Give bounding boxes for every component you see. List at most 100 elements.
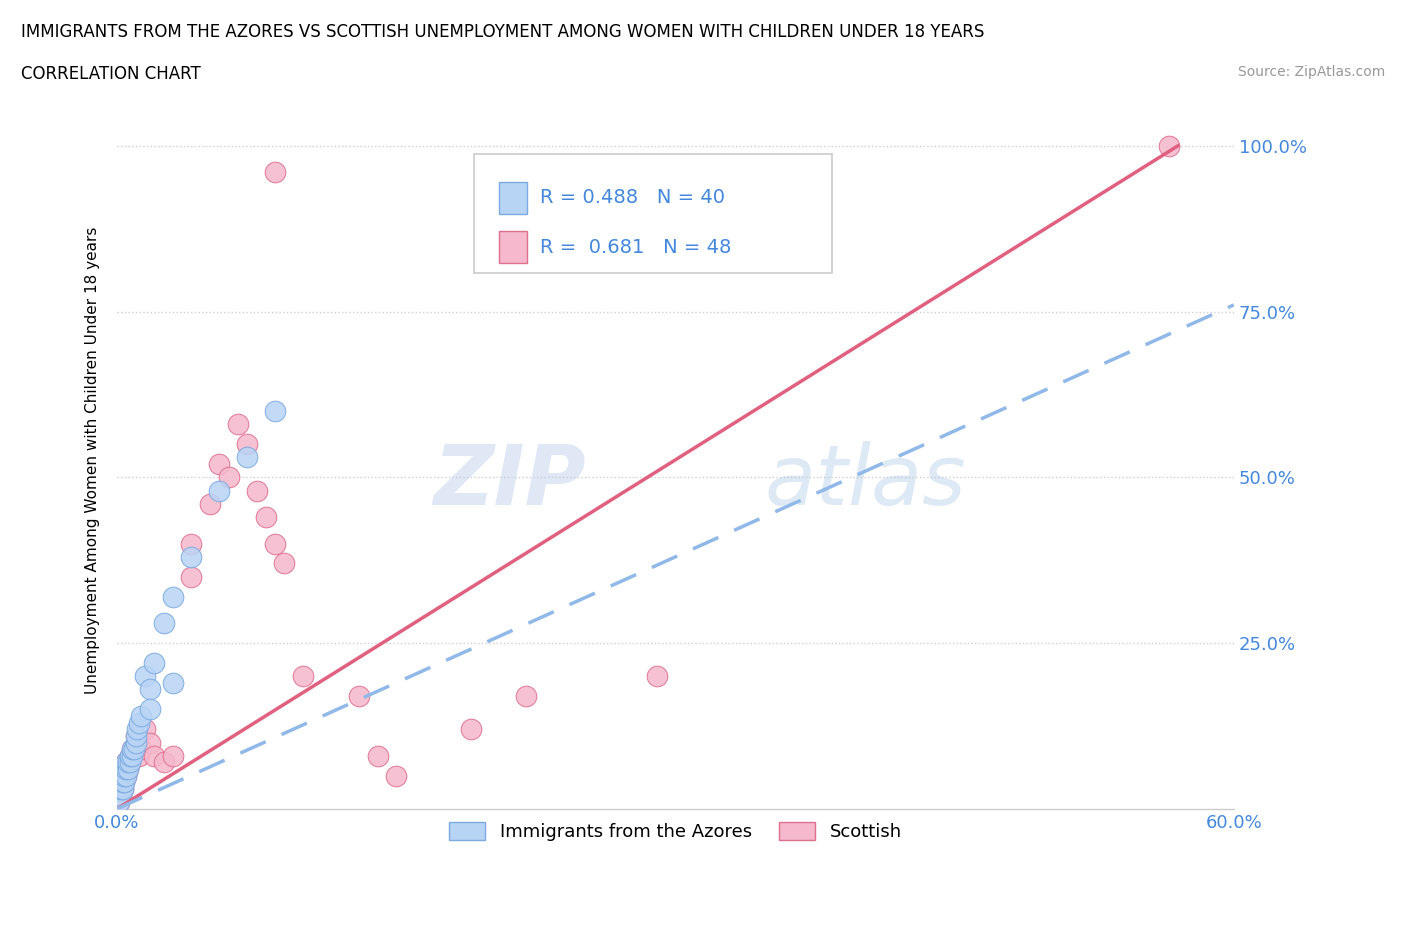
Text: IMMIGRANTS FROM THE AZORES VS SCOTTISH UNEMPLOYMENT AMONG WOMEN WITH CHILDREN UN: IMMIGRANTS FROM THE AZORES VS SCOTTISH U…: [21, 23, 984, 41]
Point: [118, 749, 141, 764]
Point: [124, 735, 146, 750]
Point: [129, 709, 152, 724]
Point: [385, 768, 408, 783]
Point: [645, 669, 668, 684]
Point: [127, 722, 149, 737]
Point: [110, 775, 132, 790]
Point: [115, 768, 138, 783]
Point: [127, 735, 149, 750]
Point: [118, 749, 141, 764]
Text: Source: ZipAtlas.com: Source: ZipAtlas.com: [1237, 65, 1385, 79]
Point: [115, 768, 138, 783]
FancyBboxPatch shape: [499, 182, 527, 214]
Point: [122, 742, 145, 757]
Point: [180, 550, 202, 565]
Point: [162, 749, 184, 764]
Text: atlas: atlas: [765, 441, 966, 522]
Legend: Immigrants from the Azores, Scottish: Immigrants from the Azores, Scottish: [441, 815, 908, 848]
FancyBboxPatch shape: [474, 154, 832, 272]
Point: [208, 457, 231, 472]
Point: [108, 795, 131, 810]
Point: [111, 762, 134, 777]
FancyBboxPatch shape: [499, 232, 527, 262]
Point: [152, 616, 174, 631]
Point: [208, 483, 231, 498]
Point: [111, 781, 134, 796]
Point: [139, 735, 162, 750]
Point: [139, 682, 162, 697]
Point: [162, 590, 184, 604]
Point: [121, 749, 143, 764]
Point: [112, 762, 135, 777]
Point: [128, 749, 150, 764]
Point: [111, 768, 134, 783]
Point: [117, 755, 139, 770]
Text: R = 0.488   N = 40: R = 0.488 N = 40: [540, 189, 725, 207]
Point: [110, 781, 132, 796]
Point: [110, 781, 132, 796]
Point: [111, 775, 134, 790]
Point: [218, 470, 240, 485]
Point: [118, 755, 141, 770]
Point: [121, 749, 143, 764]
Point: [117, 762, 139, 777]
Text: R =  0.681   N = 48: R = 0.681 N = 48: [540, 237, 731, 257]
Point: [124, 728, 146, 743]
Point: [460, 722, 482, 737]
Y-axis label: Unemployment Among Women with Children Under 18 years: Unemployment Among Women with Children U…: [86, 227, 100, 695]
Point: [110, 775, 132, 790]
Point: [117, 762, 139, 777]
Point: [115, 762, 138, 777]
Point: [108, 788, 131, 803]
Point: [122, 742, 145, 757]
Text: CORRELATION CHART: CORRELATION CHART: [21, 65, 201, 83]
Point: [111, 768, 134, 783]
Point: [111, 781, 134, 796]
Point: [110, 768, 132, 783]
Point: [108, 788, 131, 803]
Point: [124, 728, 146, 743]
Point: [292, 669, 315, 684]
Point: [226, 417, 249, 432]
Point: [264, 404, 287, 418]
Point: [121, 742, 143, 757]
Point: [180, 537, 202, 551]
Point: [129, 742, 152, 757]
Point: [139, 702, 162, 717]
Point: [134, 669, 156, 684]
Point: [245, 483, 267, 498]
Point: [111, 775, 134, 790]
Point: [112, 775, 135, 790]
Point: [115, 762, 138, 777]
Text: ZIP: ZIP: [433, 441, 586, 522]
Point: [367, 749, 389, 764]
Point: [347, 688, 370, 703]
Point: [111, 762, 134, 777]
Point: [236, 450, 259, 465]
Point: [124, 735, 146, 750]
Point: [254, 510, 277, 525]
Point: [128, 715, 150, 730]
Point: [143, 749, 166, 764]
Point: [515, 688, 537, 703]
Point: [152, 755, 174, 770]
Point: [115, 755, 138, 770]
Point: [110, 768, 132, 783]
Point: [117, 755, 139, 770]
Point: [143, 656, 166, 671]
Point: [110, 788, 132, 803]
Point: [110, 788, 132, 803]
Point: [264, 165, 287, 179]
Point: [264, 537, 287, 551]
Point: [115, 755, 138, 770]
Point: [236, 437, 259, 452]
Point: [134, 722, 156, 737]
Point: [180, 569, 202, 584]
Point: [118, 755, 141, 770]
Point: [273, 556, 295, 571]
Point: [162, 675, 184, 690]
Point: [112, 762, 135, 777]
Point: [1157, 139, 1180, 153]
Point: [121, 742, 143, 757]
Point: [108, 781, 131, 796]
